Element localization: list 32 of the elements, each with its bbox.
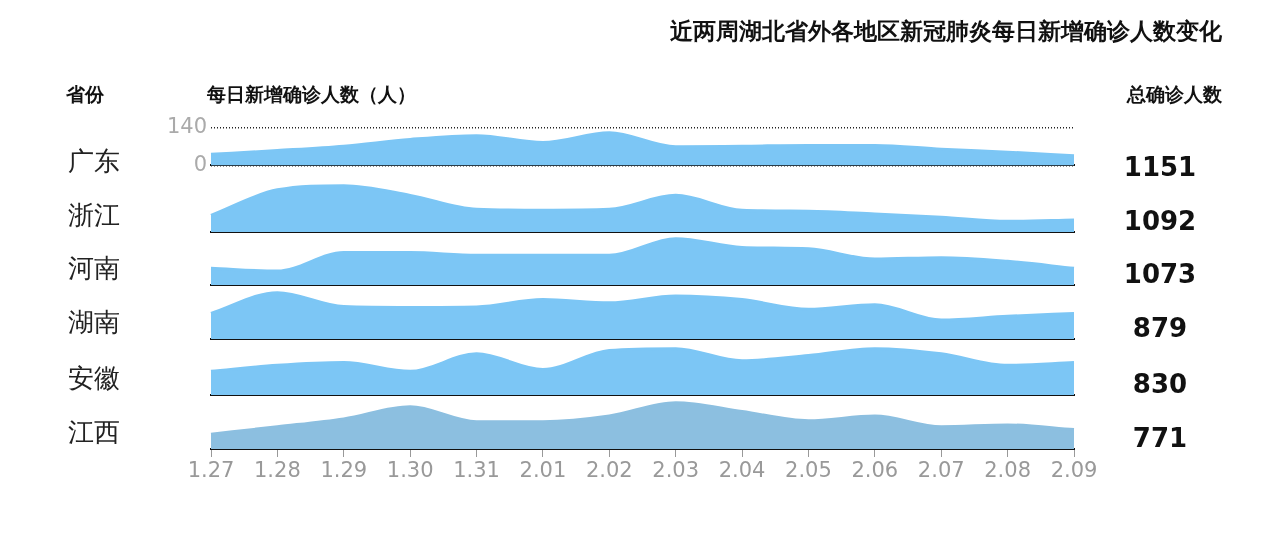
- text: 1092: [1122, 206, 1198, 236]
- text: 771: [1131, 423, 1189, 453]
- x-tick-label: 2.05: [785, 458, 832, 483]
- text: 830: [1131, 369, 1189, 399]
- chart-title: 近两周湖北省外各地区新冠肺炎每日新增确诊人数变化: [670, 17, 1222, 46]
- x-tick-label: 2.06: [851, 458, 899, 483]
- y-tick-label: 140: [166, 114, 207, 139]
- x-tick-label: 1.29: [320, 458, 368, 483]
- x-tick-label: 1.27: [187, 458, 235, 483]
- x-tick-label: 1.30: [386, 458, 434, 483]
- x-tick-label: 2.08: [984, 458, 1031, 483]
- x-tick-label: 2.07: [917, 458, 965, 483]
- x-tick-label: 1.31: [453, 458, 500, 483]
- y-axis-title: 每日新增确诊人数（人）: [207, 82, 416, 107]
- text: 省份: [66, 82, 104, 107]
- x-tick-label: 2.04: [718, 458, 766, 483]
- x-tick-label: 1.28: [254, 458, 301, 483]
- text: 湖南: [68, 306, 120, 339]
- x-tick-label: 2.09: [1050, 458, 1098, 483]
- text: 河南: [68, 252, 120, 285]
- text: 浙江: [68, 199, 120, 232]
- text: 1151: [1122, 152, 1198, 182]
- y-tick-label: 0: [193, 151, 207, 176]
- text: 广东: [68, 145, 120, 178]
- text: 总确诊人数: [1127, 82, 1222, 107]
- text: 879: [1131, 313, 1189, 343]
- x-tick-label: 2.02: [585, 458, 633, 483]
- x-tick-label: 2.03: [652, 458, 700, 483]
- text: 江西: [68, 416, 120, 449]
- text: 安徽: [68, 362, 120, 395]
- x-tick-label: 2.01: [519, 458, 567, 483]
- text: 1073: [1122, 259, 1198, 289]
